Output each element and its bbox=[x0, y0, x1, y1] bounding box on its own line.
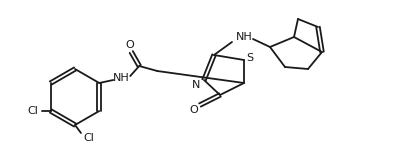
Text: O: O bbox=[189, 105, 198, 115]
Text: O: O bbox=[126, 40, 135, 50]
Text: Cl: Cl bbox=[84, 133, 95, 143]
Text: N: N bbox=[192, 80, 200, 90]
Text: S: S bbox=[246, 53, 254, 63]
Text: NH: NH bbox=[113, 73, 130, 83]
Text: NH: NH bbox=[236, 32, 252, 42]
Text: Cl: Cl bbox=[27, 106, 38, 116]
